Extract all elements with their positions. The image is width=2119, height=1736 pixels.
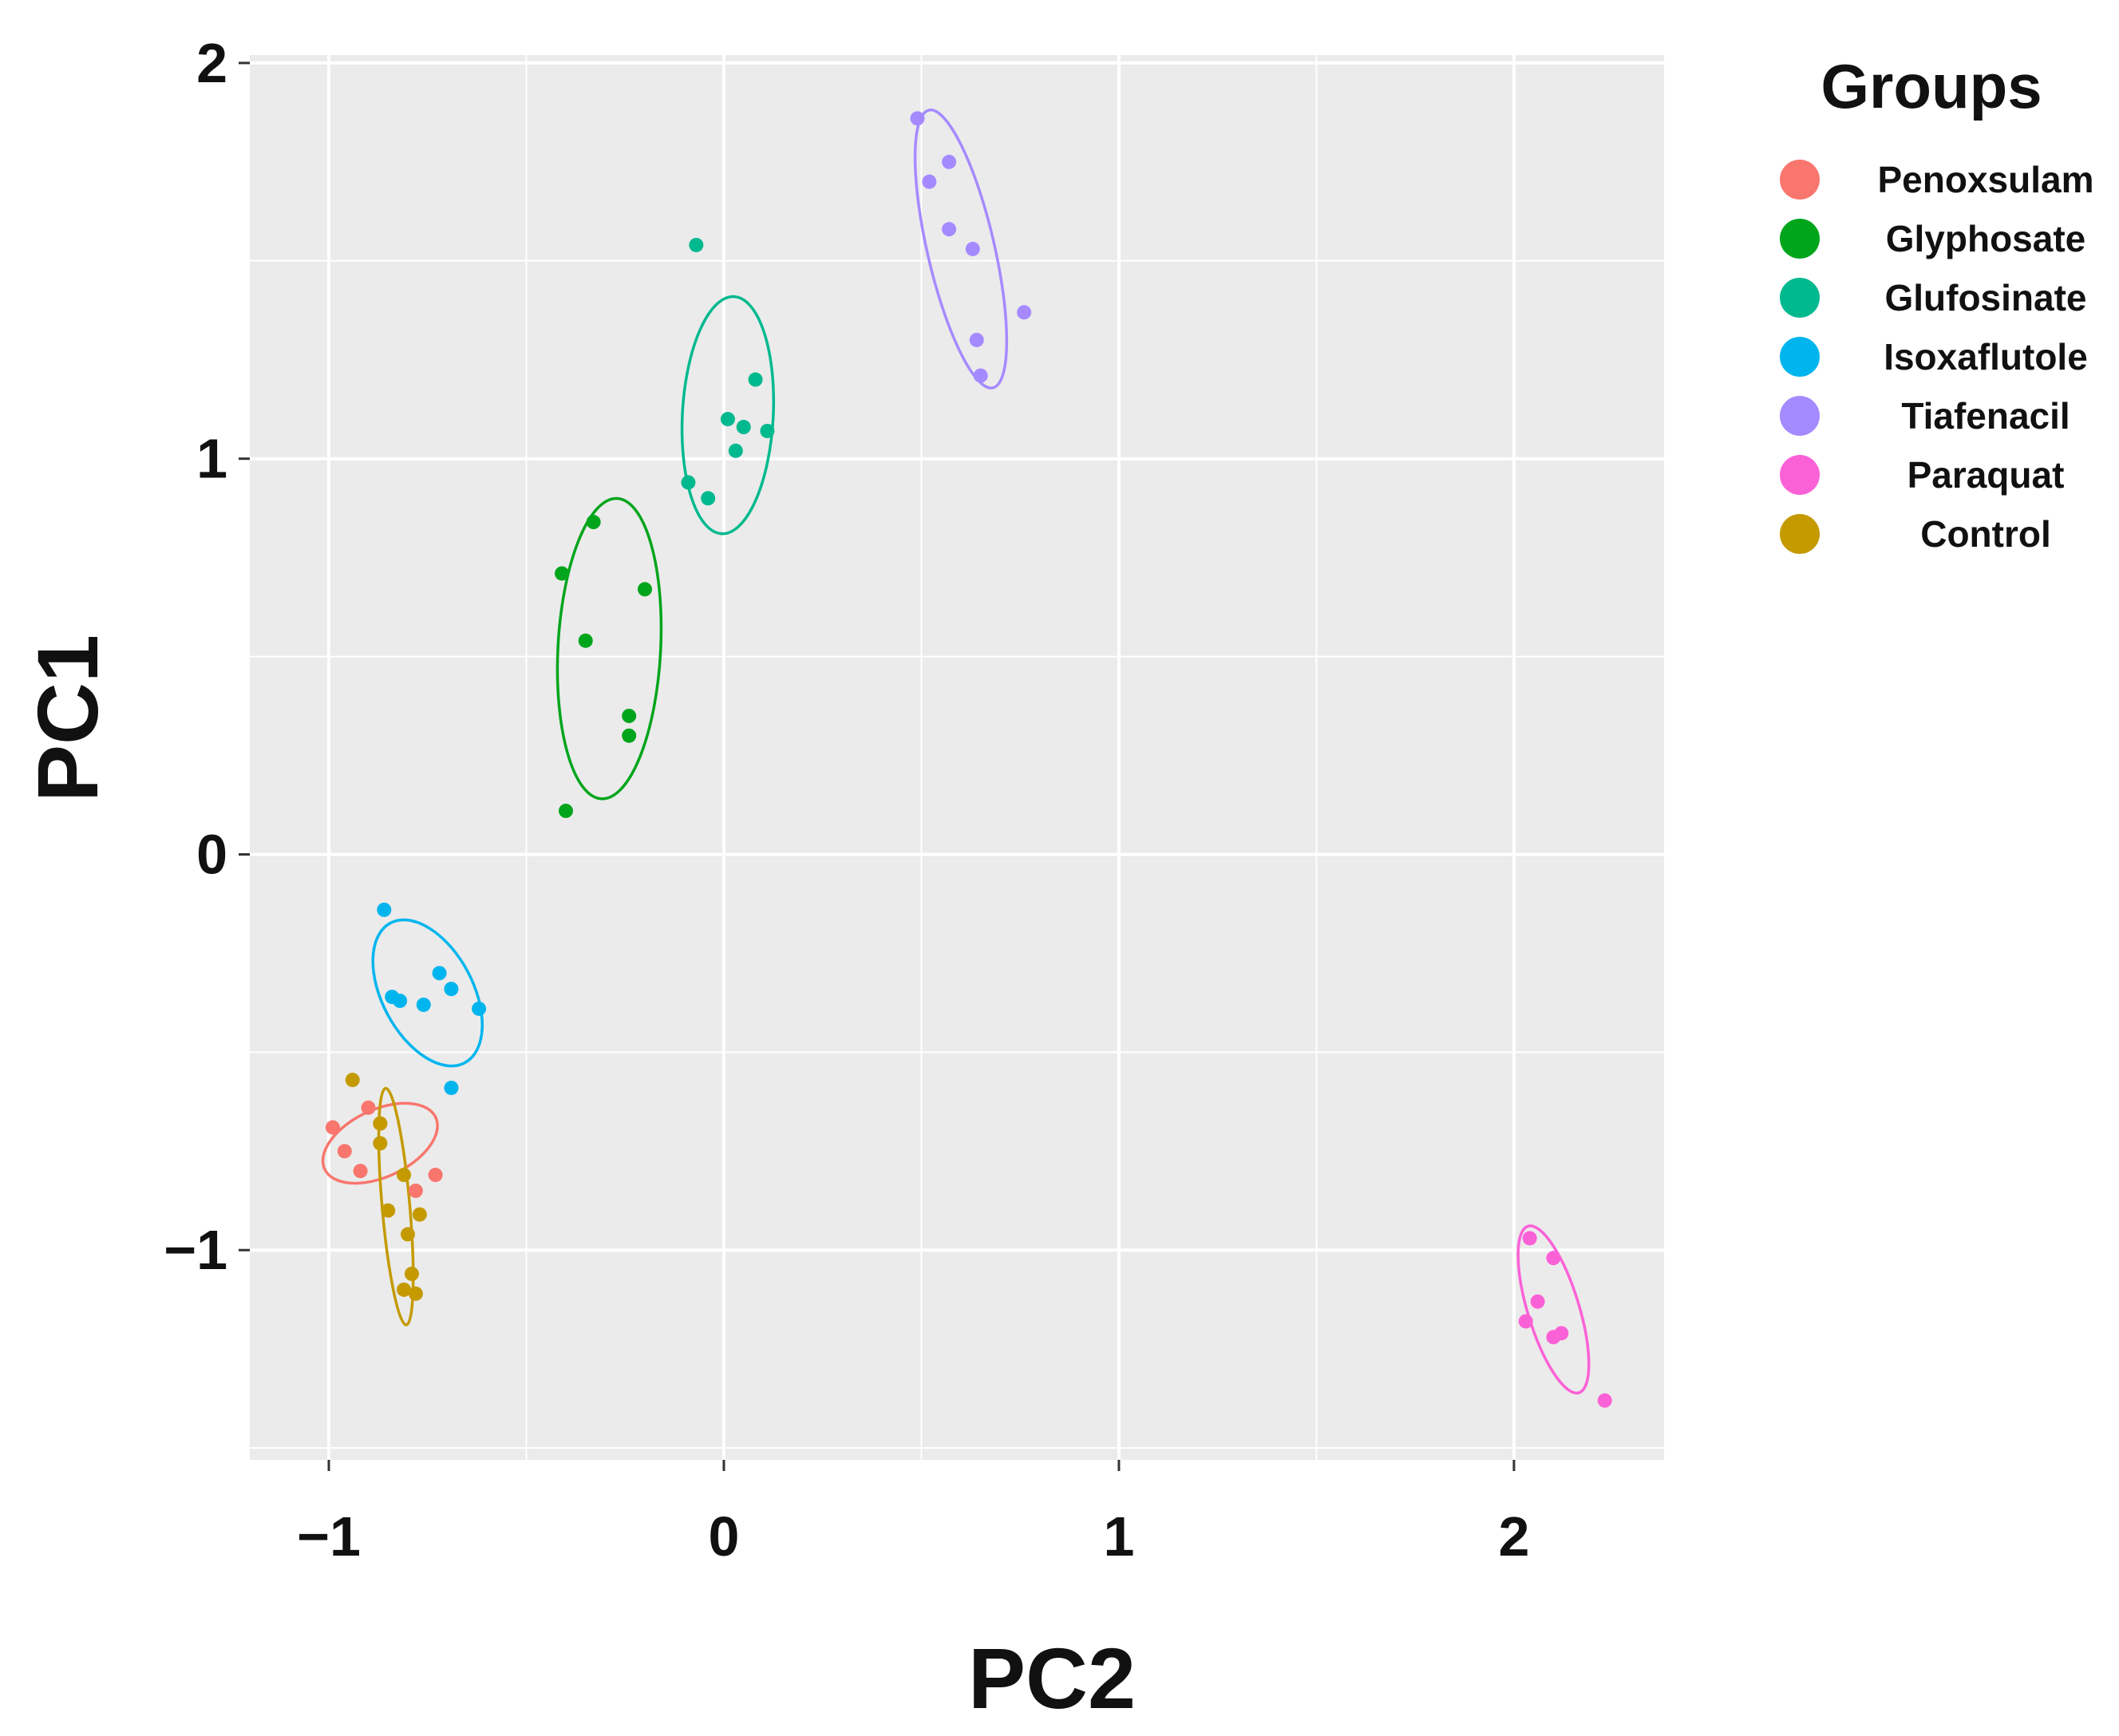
paraquat-point bbox=[1597, 1393, 1612, 1408]
paraquat-point bbox=[1546, 1251, 1561, 1266]
major-grid bbox=[250, 55, 1664, 1460]
plot-panel bbox=[250, 55, 1664, 1460]
legend-key-glufosinate bbox=[1780, 278, 1820, 318]
x-axis-title: PC2 bbox=[968, 1630, 1136, 1726]
glyphosate-point bbox=[555, 566, 570, 581]
isoxaflutole-point bbox=[416, 997, 431, 1012]
legend-key-isoxaflutole bbox=[1780, 337, 1820, 377]
paraquat-point bbox=[1522, 1231, 1537, 1246]
tiafenacil-point bbox=[969, 332, 984, 347]
control-point bbox=[373, 1136, 388, 1151]
tiafenacil-point bbox=[922, 174, 937, 189]
control-point bbox=[408, 1286, 423, 1301]
y-tick-label: 0 bbox=[196, 823, 227, 885]
penoxsulam-point bbox=[325, 1120, 340, 1135]
control-point bbox=[345, 1073, 360, 1088]
tiafenacil-ellipse bbox=[913, 109, 1009, 390]
legend: Penoxsulam Glyphosate Glufosinate Isoxaflut… bbox=[1780, 159, 2094, 555]
legend-key-tiafenacil bbox=[1780, 396, 1820, 436]
x-tick-label: 1 bbox=[1103, 1505, 1134, 1568]
glufosinate-point bbox=[720, 412, 735, 427]
y-tick-label: 2 bbox=[196, 32, 227, 94]
glyphosate-point bbox=[586, 515, 601, 530]
paraquat-point bbox=[1518, 1314, 1533, 1329]
penoxsulam-point bbox=[337, 1144, 352, 1159]
paraquat-point bbox=[1530, 1294, 1545, 1309]
isoxaflutole-point bbox=[432, 966, 447, 981]
tiafenacil-point bbox=[965, 241, 980, 256]
isoxaflutole-ellipse bbox=[371, 918, 484, 1068]
control-point bbox=[397, 1168, 412, 1183]
glyphosate-point bbox=[622, 708, 637, 723]
glyphosate-point bbox=[578, 633, 593, 648]
penoxsulam-point bbox=[361, 1100, 376, 1115]
control-point bbox=[412, 1207, 427, 1222]
legend-label-glufosinate: Glufosinate bbox=[1884, 277, 2086, 318]
y-tick-label: −1 bbox=[164, 1219, 227, 1281]
control-point bbox=[373, 1116, 388, 1131]
control-point bbox=[404, 1266, 419, 1281]
penoxsulam-point bbox=[353, 1164, 368, 1179]
glyphosate-point bbox=[622, 728, 637, 743]
x-tick-label: −1 bbox=[297, 1505, 361, 1568]
tiafenacil-point bbox=[942, 222, 957, 237]
legend-label-isoxaflutole: Isoxaflutole bbox=[1884, 336, 2088, 378]
glufosinate-point bbox=[748, 372, 763, 387]
glufosinate-point bbox=[681, 475, 696, 490]
isoxaflutole-point bbox=[472, 1001, 487, 1016]
paraquat-point bbox=[1554, 1326, 1569, 1341]
glyphosate-ellipse bbox=[555, 496, 663, 801]
legend-label-paraquat: Paraquat bbox=[1907, 454, 2065, 496]
control-point bbox=[381, 1203, 396, 1218]
glufosinate-ellipse bbox=[680, 295, 776, 536]
tiafenacil-point bbox=[910, 111, 925, 126]
tiafenacil-point bbox=[973, 368, 988, 383]
x-tick-label: 0 bbox=[708, 1505, 739, 1568]
legend-label-penoxsulam: Penoxsulam bbox=[1878, 159, 2094, 200]
legend-label-control: Control bbox=[1920, 513, 2051, 555]
legend-key-paraquat bbox=[1780, 455, 1820, 495]
x-tick-label: 2 bbox=[1498, 1505, 1529, 1568]
minor-grid bbox=[250, 55, 1664, 1460]
legend-label-glyphosate: Glyphosate bbox=[1886, 218, 2086, 259]
glufosinate-point bbox=[689, 237, 704, 252]
glyphosate-point bbox=[558, 803, 573, 818]
axis-tick-labels: −1 0 1 2 −1 0 1 2 bbox=[164, 32, 1529, 1568]
isoxaflutole-point bbox=[377, 902, 392, 917]
data-points bbox=[325, 111, 1612, 1408]
legend-key-glyphosate bbox=[1780, 219, 1820, 259]
glufosinate-point bbox=[701, 491, 716, 506]
legend-key-control bbox=[1780, 514, 1820, 554]
isoxaflutole-point bbox=[444, 1080, 459, 1095]
y-axis-title: PC1 bbox=[19, 635, 116, 802]
tiafenacil-point bbox=[942, 154, 957, 169]
penoxsulam-point bbox=[428, 1168, 443, 1183]
control-point bbox=[397, 1282, 412, 1297]
penoxsulam-point bbox=[408, 1183, 423, 1198]
glyphosate-point bbox=[637, 582, 652, 597]
glufosinate-point bbox=[728, 443, 743, 458]
legend-key-penoxsulam bbox=[1780, 160, 1820, 200]
axis-ticks bbox=[239, 61, 1516, 1471]
isoxaflutole-point bbox=[444, 982, 459, 997]
legend-title: Groups bbox=[1821, 51, 2042, 121]
tiafenacil-point bbox=[1017, 305, 1032, 320]
glufosinate-point bbox=[736, 420, 751, 435]
legend-label-tiafenacil: Tiafenacil bbox=[1901, 395, 2070, 437]
isoxaflutole-point bbox=[393, 993, 408, 1008]
y-tick-label: 1 bbox=[196, 428, 227, 490]
control-point bbox=[400, 1227, 415, 1242]
glufosinate-point bbox=[760, 423, 775, 438]
